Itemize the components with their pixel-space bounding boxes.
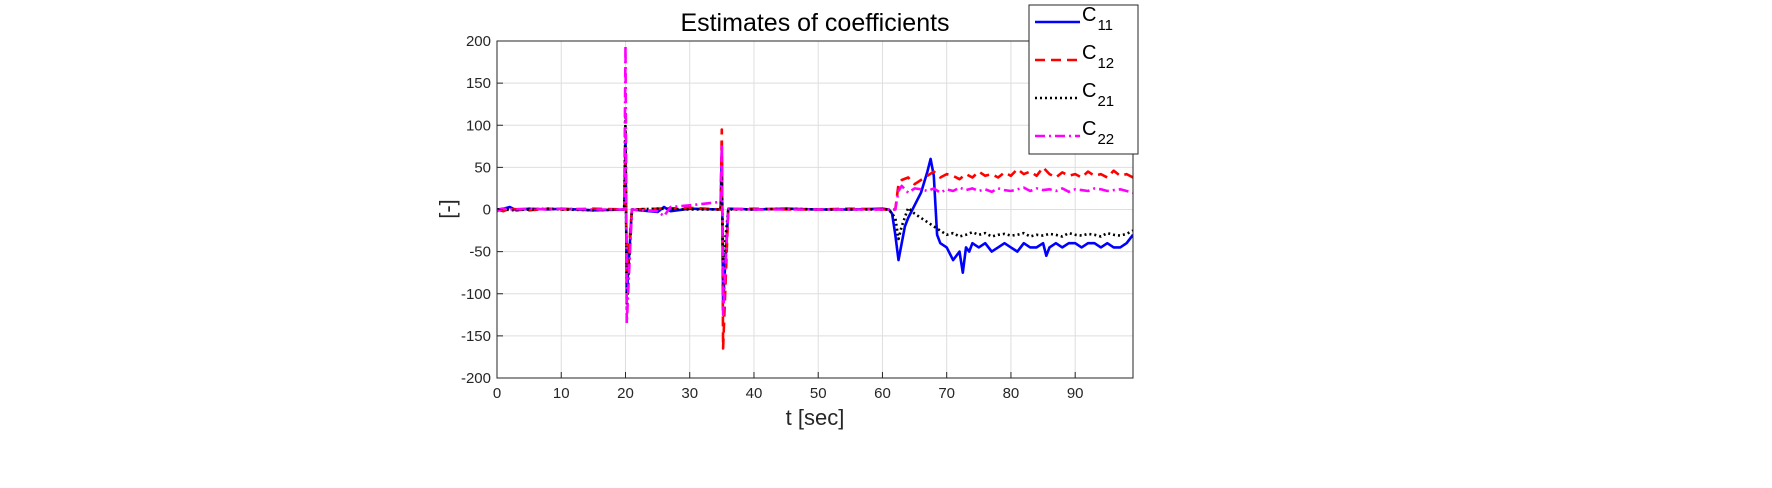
x-tick-label: 20 — [617, 385, 634, 402]
x-tick-label: 80 — [1003, 385, 1020, 402]
legend-label-c11: C11 — [1082, 4, 1113, 34]
x-axis-label: t [sec] — [786, 405, 845, 430]
x-tick-label: 60 — [874, 385, 891, 402]
legend-box — [1028, 4, 1139, 155]
x-tick-label: 90 — [1067, 385, 1084, 402]
x-tick-label: 50 — [810, 385, 827, 402]
y-tick-label: -100 — [461, 286, 491, 303]
chart-title: Estimates of coefficients — [680, 9, 949, 37]
y-tick-label: 100 — [466, 117, 491, 134]
legend-label-subscript: 22 — [1097, 131, 1114, 148]
legend-label-main: C — [1082, 42, 1096, 64]
legend-label-main: C — [1082, 80, 1096, 102]
legend-label-c21: C21 — [1082, 80, 1114, 110]
y-tick-label: 0 — [483, 202, 491, 219]
x-tick-label: 40 — [746, 385, 763, 402]
x-tick-label: 30 — [681, 385, 698, 402]
x-tick-label: 0 — [493, 385, 501, 402]
series-line-c22 — [497, 43, 1133, 325]
legend-label-c12: C12 — [1082, 42, 1114, 72]
y-tick-label: 50 — [474, 159, 491, 176]
y-tick-label: -200 — [461, 370, 491, 387]
x-axis-ticks: 0 10 20 30 40 50 60 70 80 90 — [493, 372, 1084, 402]
y-tick-label: 200 — [466, 33, 491, 50]
y-tick-label: -50 — [469, 244, 491, 261]
legend-label-subscript: 21 — [1097, 93, 1114, 110]
legend-label-main: C — [1082, 118, 1096, 140]
y-axis-label: [-] — [435, 199, 460, 219]
legend-label-subscript: 11 — [1097, 17, 1113, 34]
legend-label-c22: C22 — [1082, 118, 1114, 148]
legend-label-subscript: 12 — [1097, 55, 1114, 72]
x-tick-label: 10 — [553, 385, 570, 402]
y-axis-ticks: -200 -150 -100 -50 0 50 100 150 200 — [461, 33, 503, 387]
x-tick-label: 70 — [938, 385, 955, 402]
series-layer — [497, 43, 1133, 350]
y-tick-label: -150 — [461, 328, 491, 345]
y-tick-label: 150 — [466, 75, 491, 92]
legend-label-main: C — [1082, 4, 1096, 26]
